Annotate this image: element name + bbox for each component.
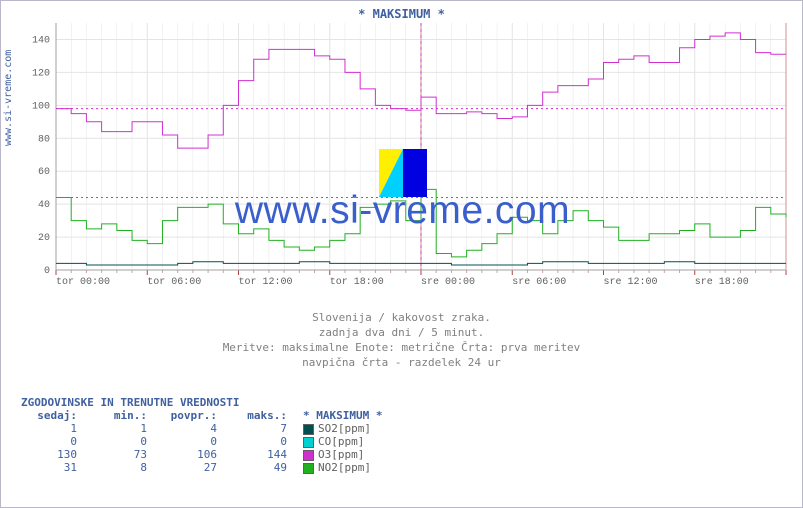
color-swatch-icon bbox=[303, 463, 314, 474]
stats-row: 0000CO[ppm] bbox=[21, 435, 386, 448]
svg-text:tor 06:00: tor 06:00 bbox=[147, 277, 201, 288]
svg-text:sre 00:00: sre 00:00 bbox=[421, 277, 475, 288]
caption-line: navpična črta - razdelek 24 ur bbox=[1, 356, 802, 371]
stats-cell: 73 bbox=[81, 448, 151, 461]
svg-text:20: 20 bbox=[38, 233, 50, 244]
stats-cell: 4 bbox=[151, 422, 221, 435]
stats-series-label: CO[ppm] bbox=[291, 435, 386, 448]
stats-series-label: SO2[ppm] bbox=[291, 422, 386, 435]
svg-text:sre 12:00: sre 12:00 bbox=[604, 277, 658, 288]
stats-cell: 49 bbox=[221, 461, 291, 474]
stats-row: 3182749NO2[ppm] bbox=[21, 461, 386, 474]
stats-table: sedaj:min.:povpr.:maks.:* MAKSIMUM *1147… bbox=[21, 409, 386, 474]
y-axis-label: www.si-vreme.com bbox=[3, 50, 14, 146]
stats-header: maks.: bbox=[221, 409, 291, 422]
stats-cell: 8 bbox=[81, 461, 151, 474]
stats-cell: 27 bbox=[151, 461, 221, 474]
svg-text:140: 140 bbox=[32, 35, 50, 46]
chart-caption: Slovenija / kakovost zraka. zadnja dva d… bbox=[1, 311, 802, 370]
stats-row: 13073106144O3[ppm] bbox=[21, 448, 386, 461]
stats-cell: 144 bbox=[221, 448, 291, 461]
stats-cell: 7 bbox=[221, 422, 291, 435]
stats-cell: 106 bbox=[151, 448, 221, 461]
color-swatch-icon bbox=[303, 424, 314, 435]
stats-header: min.: bbox=[81, 409, 151, 422]
color-swatch-icon bbox=[303, 450, 314, 461]
stats-cell: 0 bbox=[221, 435, 291, 448]
stats-block: ZGODOVINSKE IN TRENUTNE VREDNOSTI sedaj:… bbox=[21, 396, 386, 474]
watermark-text: www.si-vreme.com bbox=[1, 189, 803, 233]
caption-line: Slovenija / kakovost zraka. bbox=[1, 311, 802, 326]
color-swatch-icon bbox=[303, 437, 314, 448]
stats-header: povpr.: bbox=[151, 409, 221, 422]
stats-cell: 31 bbox=[21, 461, 81, 474]
svg-text:120: 120 bbox=[32, 68, 50, 79]
svg-text:80: 80 bbox=[38, 134, 50, 145]
stats-cell: 0 bbox=[81, 435, 151, 448]
svg-text:60: 60 bbox=[38, 167, 50, 178]
svg-text:tor 00:00: tor 00:00 bbox=[56, 277, 110, 288]
stats-cell: 1 bbox=[81, 422, 151, 435]
svg-text:100: 100 bbox=[32, 101, 50, 112]
stats-series-label: O3[ppm] bbox=[291, 448, 386, 461]
svg-text:sre 06:00: sre 06:00 bbox=[512, 277, 566, 288]
stats-header: sedaj: bbox=[21, 409, 81, 422]
stats-cell: 0 bbox=[151, 435, 221, 448]
stats-title: ZGODOVINSKE IN TRENUTNE VREDNOSTI bbox=[21, 396, 386, 409]
stats-cell: 1 bbox=[21, 422, 81, 435]
stats-header: * MAKSIMUM * bbox=[291, 409, 386, 422]
chart-frame: * MAKSIMUM * www.si-vreme.com 0204060801… bbox=[0, 0, 803, 508]
svg-text:tor 12:00: tor 12:00 bbox=[239, 277, 293, 288]
caption-line: zadnja dva dni / 5 minut. bbox=[1, 326, 802, 341]
stats-row: 1147SO2[ppm] bbox=[21, 422, 386, 435]
caption-line: Meritve: maksimalne Enote: metrične Črta… bbox=[1, 341, 802, 356]
svg-text:tor 18:00: tor 18:00 bbox=[330, 277, 384, 288]
stats-cell: 0 bbox=[21, 435, 81, 448]
stats-cell: 130 bbox=[21, 448, 81, 461]
svg-text:sre 18:00: sre 18:00 bbox=[695, 277, 749, 288]
stats-series-label: NO2[ppm] bbox=[291, 461, 386, 474]
chart-title: * MAKSIMUM * bbox=[1, 7, 802, 21]
svg-text:0: 0 bbox=[44, 266, 50, 277]
